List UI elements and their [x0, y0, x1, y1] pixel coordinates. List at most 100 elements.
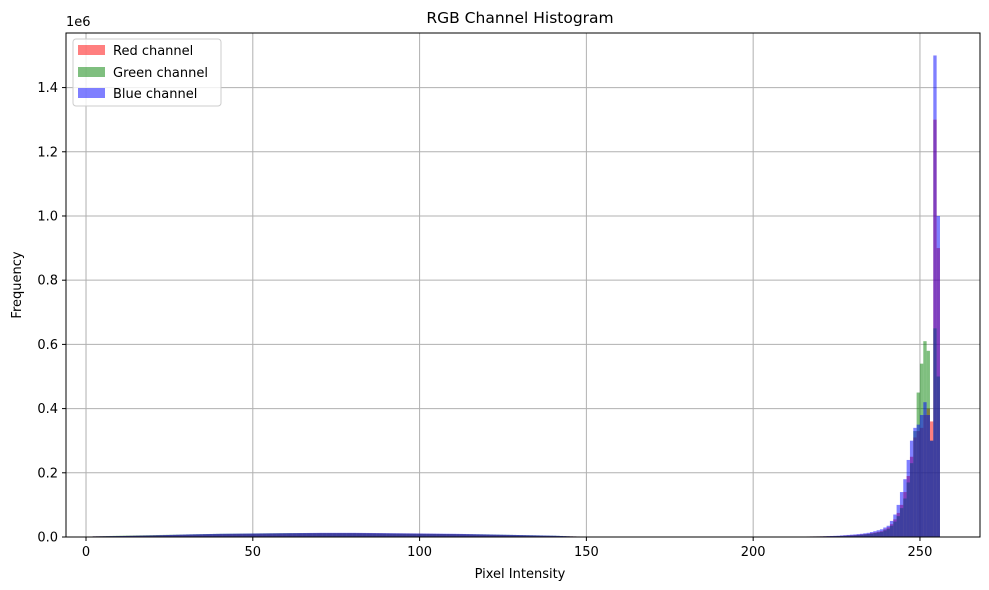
blue-bar: [296, 533, 300, 537]
blue-bar: [492, 534, 497, 537]
blue-bar: [829, 535, 834, 537]
blue-bar: [212, 533, 217, 537]
blue-bar: [499, 534, 503, 537]
legend-label-red: Red channel: [113, 44, 193, 59]
blue-bar: [362, 532, 367, 537]
blue-bar: [196, 534, 200, 537]
legend-swatch-green: [78, 67, 105, 77]
blue-bar: [869, 532, 874, 537]
blue-bar: [879, 529, 884, 537]
blue-bar: [402, 533, 407, 537]
blue-bar: [329, 532, 333, 537]
blue-bar: [226, 533, 230, 537]
blue-bar: [322, 532, 327, 537]
blue-bar: [906, 459, 910, 537]
blue-bar: [299, 533, 303, 537]
blue-bar: [913, 427, 917, 537]
blue-bar: [926, 415, 930, 537]
blue-bar: [462, 533, 467, 537]
blue-bar: [439, 533, 443, 537]
blue-bar: [136, 535, 140, 537]
legend-box: [72, 38, 222, 107]
blue-bar: [856, 534, 860, 537]
plot-background: [66, 33, 980, 537]
blue-bar: [549, 535, 554, 537]
blue-bar: [236, 533, 240, 537]
blue-bar: [486, 534, 490, 537]
blue-bar: [339, 532, 343, 537]
blue-bar: [336, 532, 340, 537]
blue-bar: [282, 533, 287, 537]
blue-bar: [502, 534, 507, 537]
blue-bar: [279, 533, 283, 537]
blue-bar: [286, 533, 290, 537]
blue-bar: [899, 492, 904, 537]
blue-bar: [356, 532, 360, 537]
y-tick-label: 0.8: [37, 274, 58, 289]
blue-bar: [519, 535, 523, 537]
blue-bar: [359, 532, 363, 537]
blue-bar: [442, 533, 447, 537]
blue-bar: [392, 533, 397, 537]
blue-bar: [452, 533, 457, 537]
blue-bar: [886, 525, 890, 537]
blue-bar: [512, 534, 517, 537]
blue-bar: [169, 534, 173, 537]
blue-bar: [389, 533, 393, 537]
blue-bar: [206, 534, 210, 537]
blue-bar: [546, 535, 550, 537]
blue-bar: [192, 534, 197, 537]
blue-bar: [933, 55, 937, 537]
blue-bar: [276, 533, 280, 537]
blue-bar: [372, 533, 377, 537]
blue-bar: [496, 534, 500, 537]
blue-bar: [252, 533, 257, 537]
blue-bar: [559, 535, 564, 537]
y-tick-label: 0.0: [37, 531, 58, 546]
blue-bar: [553, 535, 557, 537]
blue-bar: [312, 532, 317, 537]
blue-bar: [189, 534, 193, 537]
blue-bar: [382, 533, 387, 537]
blue-bar: [449, 533, 453, 537]
blue-bar: [179, 534, 183, 537]
blue-bar: [412, 533, 417, 537]
blue-bar: [209, 533, 213, 537]
blue-bar: [536, 535, 540, 537]
blue-bar: [272, 533, 277, 537]
blue-bar: [469, 534, 473, 537]
y-tick-label: 1.2: [37, 145, 58, 160]
blue-bar: [426, 533, 430, 537]
plot-area: [65, 32, 981, 538]
blue-bar: [543, 535, 547, 537]
blue-bar: [866, 532, 870, 537]
blue-bar: [903, 479, 907, 537]
blue-bar: [319, 532, 323, 537]
blue-bar: [416, 533, 420, 537]
blue-bar: [432, 533, 437, 537]
blue-bar: [883, 527, 887, 537]
x-tick-label: 150: [574, 545, 599, 560]
legend-swatch-red: [78, 45, 105, 55]
blue-bar: [256, 533, 260, 537]
blue-bar: [853, 534, 857, 537]
blue-bar: [332, 532, 337, 537]
blue-bar: [326, 532, 330, 537]
blue-bar: [219, 533, 223, 537]
blue-bar: [352, 532, 357, 537]
blue-bar: [152, 535, 157, 537]
blue-bar: [146, 535, 150, 537]
blue-bar: [246, 533, 250, 537]
y-tick-label: 1.0: [37, 209, 58, 224]
blue-bar: [916, 424, 920, 537]
blue-bar: [259, 533, 263, 537]
blue-bar: [302, 532, 307, 537]
blue-bar: [472, 534, 477, 537]
blue-bar: [366, 532, 370, 537]
blue-bar: [863, 533, 867, 537]
blue-bar: [516, 535, 520, 537]
blue-bar: [523, 535, 527, 537]
blue-bar: [386, 533, 390, 537]
blue-bar: [216, 533, 220, 537]
blue-bar: [422, 533, 427, 537]
